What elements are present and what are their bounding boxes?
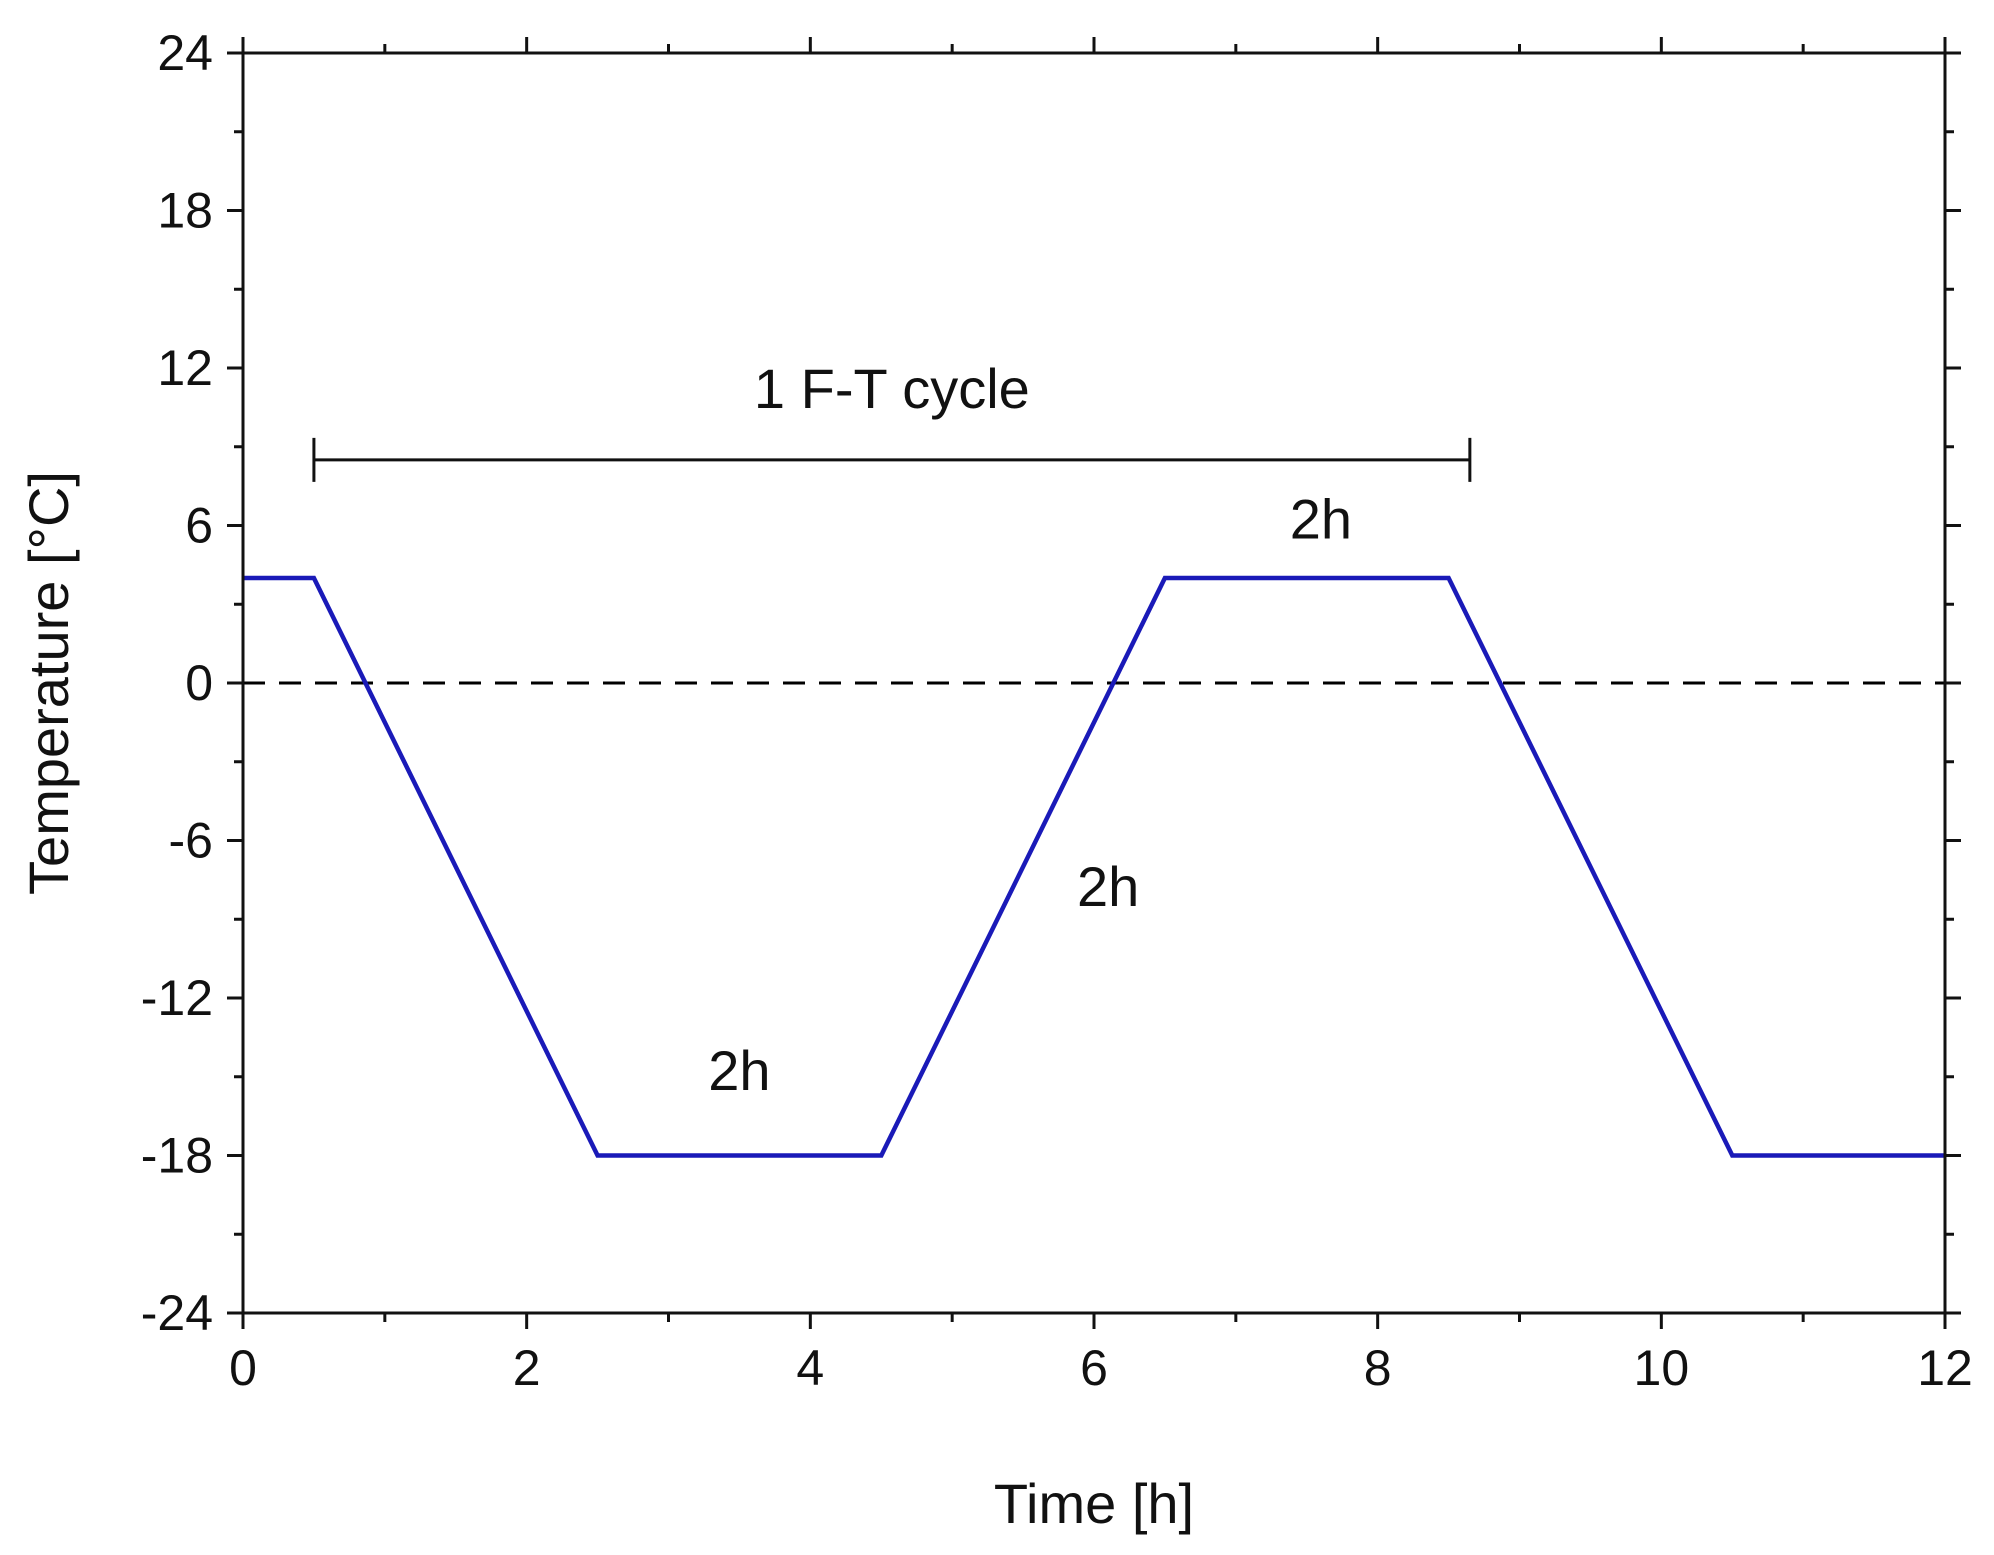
y-tick-label: 24 [157, 25, 213, 81]
x-tick-label: 0 [229, 1340, 257, 1396]
y-tick-label: 0 [185, 655, 213, 711]
x-tick-label: 10 [1634, 1340, 1690, 1396]
y-tick-label: -6 [169, 813, 213, 869]
series-line-0 [243, 575, 1945, 1158]
y-tick-label: 12 [157, 340, 213, 396]
x-tick-label: 2 [513, 1340, 541, 1396]
x-axis-title: Time [h] [994, 1472, 1194, 1535]
x-tick-label: 12 [1917, 1340, 1973, 1396]
x-tick-label: 8 [1364, 1340, 1392, 1396]
x-tick-label: 6 [1080, 1340, 1108, 1396]
y-tick-label: -12 [141, 970, 213, 1026]
duration-annotation: 2h [1077, 855, 1139, 918]
annotation-layer: 1 F-T cycle 2h 2h 2h [312, 357, 1472, 1102]
series-layer [243, 575, 1945, 1158]
duration-annotation: 2h [1290, 488, 1352, 551]
y-tick-label: 18 [157, 183, 213, 239]
y-tick-label: -24 [141, 1285, 213, 1341]
x-tick-label: 4 [796, 1340, 824, 1396]
cycle-bracket-label: 1 F-T cycle [754, 357, 1030, 420]
y-tick-label: 6 [185, 498, 213, 554]
y-tick-label: -18 [141, 1128, 213, 1184]
duration-annotation: 2h [708, 1039, 770, 1102]
y-axis-title: Temperature [°C] [17, 471, 80, 895]
